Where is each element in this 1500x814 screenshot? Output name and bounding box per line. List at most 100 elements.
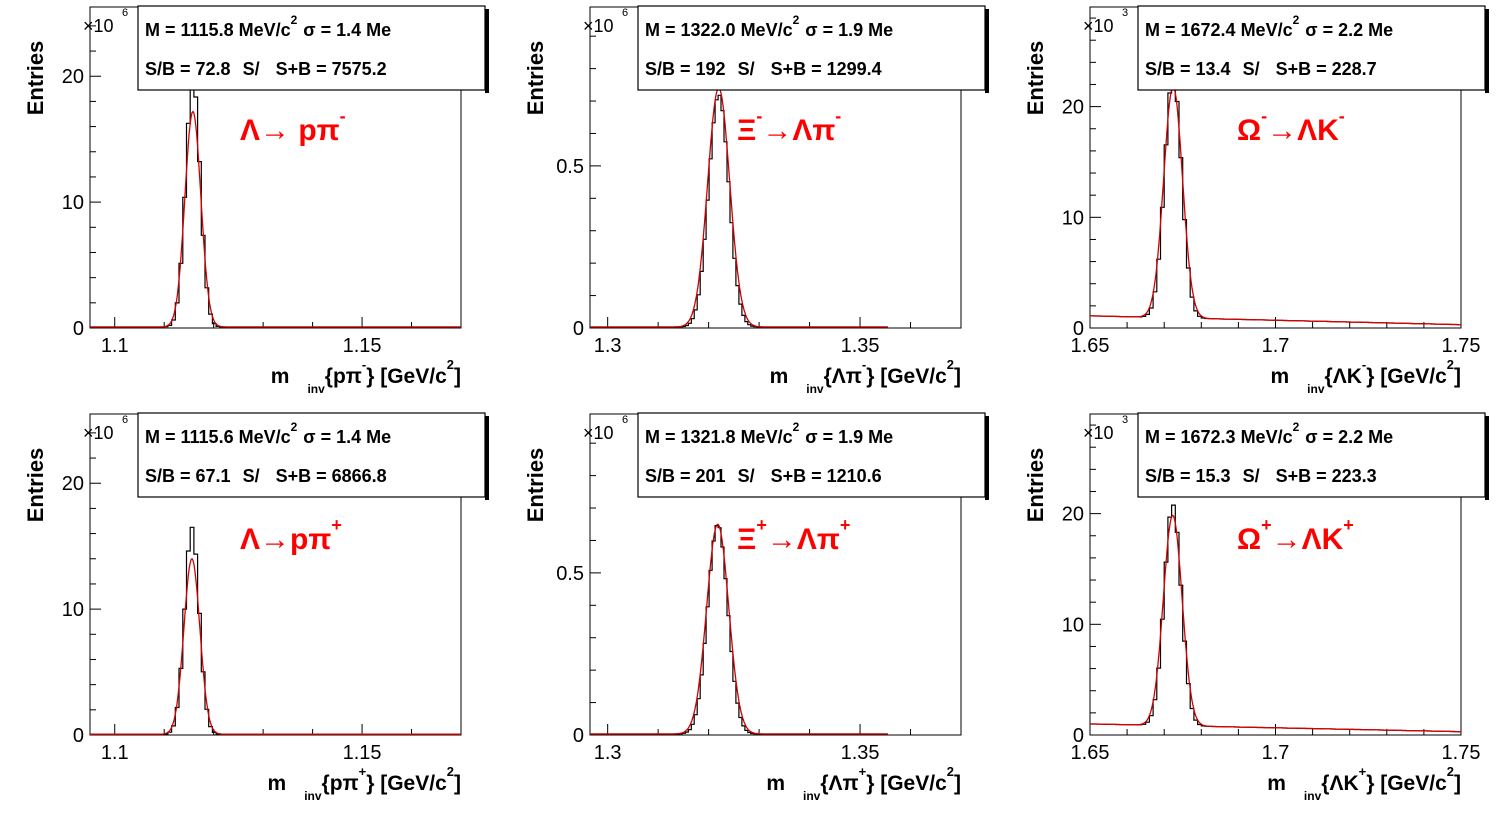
stats-mass-value: M = 1672.3 MeV/c (1145, 427, 1293, 447)
decay-products: →Λπ (767, 523, 840, 556)
stats-significance-value: S+B = 1210.6 (771, 466, 882, 486)
x-axis-label: m inv{pπ+} [GeV/c2] (268, 764, 461, 803)
x-axis-label-part: {pπ (325, 365, 362, 388)
x-axis-label-part: ] (454, 365, 461, 388)
x-axis-label-part: 2 (947, 357, 954, 372)
decay-parent: Λ→pπ (240, 523, 331, 556)
stats-ratio: S/B = 13.4 S/S+B = 228.7 (1145, 59, 1377, 79)
stats-ratio: S/B = 192 S/S+B = 1299.4 (645, 59, 882, 79)
stats-box-shadow (985, 416, 989, 500)
y-tick-label: 0 (73, 318, 84, 340)
stats-mass: M = 1672.3 MeV/c2 σ = 2.2 Me (1145, 420, 1393, 447)
stats-box (1137, 5, 1486, 91)
stats-significance-prefix: S/ (1243, 466, 1260, 486)
fit-curve (90, 110, 461, 328)
stats-significance-prefix: S/ (243, 59, 260, 79)
y-axis-label: Entries (523, 448, 548, 523)
axis-exponent: ×10 (1083, 16, 1114, 36)
x-axis-label-part: ] (1454, 772, 1461, 795)
x-axis-label-part: {ΛK (1325, 365, 1362, 388)
decay-products: →Λπ (762, 114, 835, 147)
stats-box-shadow (1485, 416, 1489, 500)
stats-ratio: S/B = 201 S/S+B = 1210.6 (645, 466, 882, 486)
decay-charge: + (1261, 515, 1272, 535)
stats-significance-prefix: S/ (1243, 59, 1260, 79)
x-axis-label-part: inv (806, 382, 824, 396)
y-tick-label: 10 (1062, 614, 1084, 636)
decay-product-charge: + (1343, 515, 1354, 535)
x-tick-label: 1.65 (1071, 335, 1110, 357)
stats-mass-value: M = 1322.0 MeV/c (645, 20, 793, 40)
stats-box-shadow (1485, 9, 1489, 93)
decay-annotation: Ξ-→Λπ- (737, 106, 841, 147)
histogram-series (1090, 75, 1461, 326)
stats-box (137, 5, 486, 91)
stats-mass: M = 1322.0 MeV/c2 σ = 1.9 Me (645, 13, 893, 40)
y-tick-label: 0 (573, 725, 584, 747)
stats-mass-unit-sup: 2 (1293, 420, 1300, 434)
x-axis-label-part: ] (454, 772, 461, 795)
x-axis-label-part: m (1270, 365, 1289, 388)
x-tick-label: 1.75 (1442, 335, 1481, 357)
stats-sb: S/B = 13.4 (1145, 59, 1231, 79)
decay-annotation: Ω+→ΛK+ (1237, 515, 1354, 556)
x-axis-label-part: - (362, 357, 366, 372)
stats-mass-unit-sup: 2 (1293, 13, 1300, 27)
x-tick-label: 1.35 (841, 335, 880, 357)
y-tick-label: 0 (573, 318, 584, 340)
y-tick-label: 0 (1073, 725, 1084, 747)
x-axis-label-part: } [GeV/c (366, 772, 447, 795)
y-axis-label: Entries (1023, 448, 1048, 523)
x-axis-label-part: + (359, 764, 367, 779)
y-tick-label: 10 (62, 599, 84, 621)
decay-charge: + (331, 515, 342, 535)
axis-exponent-power: 6 (122, 7, 128, 19)
x-axis-label-part: inv (1307, 382, 1325, 396)
x-axis-label-part: inv (1304, 789, 1322, 803)
x-axis-label-part: } [GeV/c (866, 365, 947, 388)
y-tick-label: 10 (62, 192, 84, 214)
decay-charge: - (340, 106, 346, 126)
stats-sigma: σ = 2.2 Me (1305, 427, 1393, 447)
decay-products: →ΛK (1267, 114, 1339, 147)
x-axis-label-part: 2 (1447, 357, 1454, 372)
stats-significance-prefix: S/ (243, 466, 260, 486)
decay-charge: + (756, 515, 767, 535)
x-tick-label: 1.1 (101, 742, 129, 764)
x-axis-label-part: m (268, 772, 287, 795)
x-axis-label-part: ] (1454, 365, 1461, 388)
stats-mass: M = 1321.8 MeV/c2 σ = 1.9 Me (645, 420, 893, 447)
axis-exponent: ×10 (583, 16, 614, 36)
fit-curve (90, 557, 461, 735)
stats-mass: M = 1115.8 MeV/c2 σ = 1.4 Me (145, 13, 391, 40)
x-tick-label: 1.7 (1262, 335, 1290, 357)
x-axis-label-part: } [GeV/c (866, 772, 947, 795)
x-axis-label-part: inv (803, 789, 821, 803)
x-axis-label-part: {Λπ (820, 772, 858, 795)
x-tick-label: 1.7 (1262, 742, 1290, 764)
axis-exponent-power: 6 (622, 414, 628, 426)
stats-box (637, 412, 986, 498)
x-axis-label-part: 2 (447, 357, 454, 372)
stats-ratio: S/B = 67.1 S/S+B = 6866.8 (145, 466, 387, 486)
x-axis-label-part: {pπ (322, 772, 359, 795)
y-tick-label: 20 (62, 473, 84, 495)
y-tick-label: 10 (1062, 207, 1084, 229)
x-axis-label: m inv{Λπ+} [GeV/c2] (766, 764, 961, 803)
axis-exponent: ×10 (1083, 423, 1114, 443)
x-axis-label-part: 2 (1447, 764, 1454, 779)
y-tick-label: 0 (73, 725, 84, 747)
x-axis-label-part: 2 (447, 764, 454, 779)
stats-sb: S/B = 72.8 (145, 59, 231, 79)
x-tick-label: 1.15 (343, 335, 382, 357)
x-axis-label-part: m (1267, 772, 1286, 795)
x-axis-label: m inv{ΛK+} [GeV/c2] (1267, 764, 1461, 803)
stats-box-shadow (485, 416, 489, 500)
x-axis-label-part: {ΛK (1321, 772, 1358, 795)
stats-mass-value: M = 1672.4 MeV/c (1145, 20, 1293, 40)
stats-mass: M = 1115.6 MeV/c2 σ = 1.4 Me (145, 420, 391, 447)
